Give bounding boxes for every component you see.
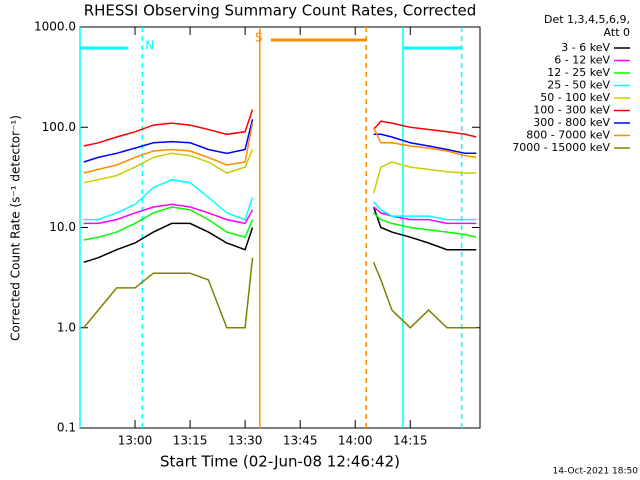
y-tick-label: 1.0 bbox=[57, 320, 76, 334]
series-line bbox=[83, 257, 477, 329]
legend-label: 100 - 300 keV bbox=[533, 104, 610, 117]
legend-label: 25 - 50 keV bbox=[547, 79, 610, 92]
x-axis-label: Start Time (02-Jun-08 12:46:42) bbox=[160, 453, 400, 471]
series-line bbox=[83, 206, 477, 264]
x-tick-label: 13:15 bbox=[173, 434, 208, 448]
legend-label: 12 - 25 keV bbox=[547, 66, 610, 79]
legend-title: Det 1,3,4,5,6,9, bbox=[544, 13, 630, 26]
time-bar-label: S bbox=[255, 31, 263, 45]
x-tick-label: 13:45 bbox=[283, 434, 318, 448]
x-tick-label: 13:00 bbox=[118, 434, 153, 448]
y-tick-label: 10.0 bbox=[49, 220, 76, 234]
series-line bbox=[83, 178, 477, 221]
x-tick-label: 14:15 bbox=[393, 434, 428, 448]
chart-title: RHESSI Observing Summary Count Rates, Co… bbox=[84, 2, 477, 20]
legend-label: 6 - 12 keV bbox=[554, 54, 610, 67]
series-line bbox=[83, 122, 477, 174]
legend-label: 300 - 800 keV bbox=[533, 116, 610, 129]
legend-label: 7000 - 15000 keV bbox=[512, 141, 610, 154]
legend-label: 800 - 7000 keV bbox=[526, 129, 610, 142]
x-tick-label: 13:30 bbox=[228, 434, 263, 448]
series-line bbox=[83, 109, 477, 147]
footer: 14-Oct-2021 18:50 bbox=[553, 467, 639, 477]
y-tick-label: 0.1 bbox=[57, 421, 76, 435]
series-line bbox=[83, 206, 477, 241]
series-line bbox=[83, 149, 477, 194]
series-line bbox=[83, 203, 477, 225]
y-tick-label: 100.0 bbox=[42, 120, 76, 134]
legend-label: 50 - 100 keV bbox=[540, 91, 610, 104]
y-tick-label: 1000.0 bbox=[34, 20, 76, 34]
x-tick-label: 14:00 bbox=[338, 434, 373, 448]
time-bar-label: N bbox=[145, 39, 154, 53]
legend-title: Att 0 bbox=[604, 26, 630, 39]
series-line bbox=[83, 119, 477, 163]
legend-label: 3 - 6 keV bbox=[561, 41, 610, 54]
y-axis-label: Corrected Count Rate (s⁻¹ detector⁻¹) bbox=[9, 115, 23, 341]
